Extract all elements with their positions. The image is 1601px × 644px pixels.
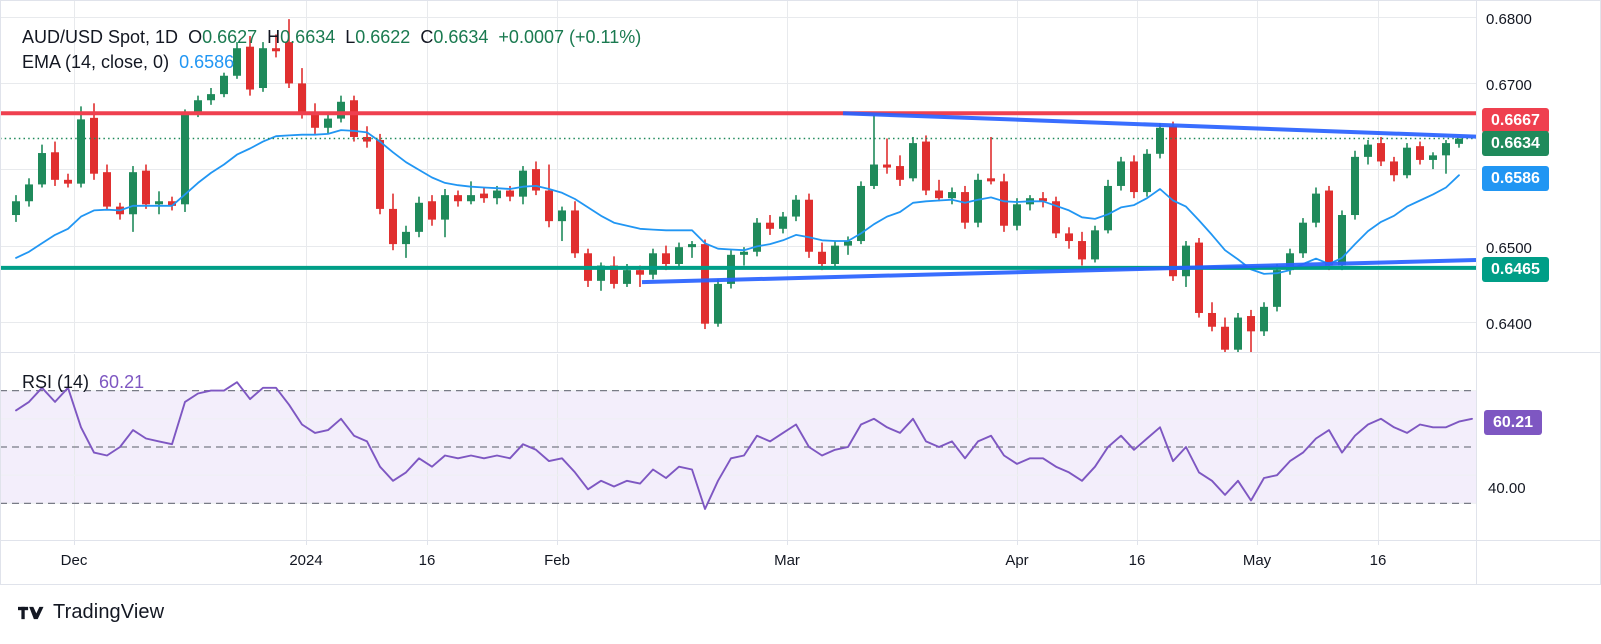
rsi-pane[interactable]: 40.00 60.21 — [0, 354, 1601, 540]
rsi-value-badge[interactable]: 60.21 — [1484, 410, 1543, 435]
rsi-axis-tick: 40.00 — [1488, 480, 1526, 497]
time-axis-label: Mar — [774, 552, 800, 569]
time-axis-label: 2024 — [289, 552, 323, 569]
price-axis-tick: 0.6500 — [1486, 240, 1532, 257]
price-axis[interactable]: 0.68000.67000.66000.65000.64000.66670.66… — [1476, 0, 1601, 352]
time-axis-tick-mark — [427, 540, 428, 545]
rsi-line-svg — [0, 354, 1476, 540]
pane-border — [0, 0, 1, 585]
rsi-axis[interactable]: 40.00 60.21 — [1476, 354, 1601, 540]
chart-top-border — [0, 0, 1601, 1]
time-axis-tick-mark — [787, 540, 788, 545]
time-axis-label: Feb — [544, 552, 570, 569]
rsi-plot-area[interactable] — [0, 354, 1476, 540]
price-axis-tick: 0.6800 — [1486, 11, 1532, 28]
time-axis-label: 16 — [418, 552, 436, 569]
time-axis[interactable]: Dec 2024 16 Feb Mar Apr 16 May 16 — [0, 540, 1601, 585]
time-axis-label: May — [1242, 552, 1272, 569]
time-axis-tick-mark — [557, 540, 558, 545]
price-axis-tick: 0.6700 — [1486, 77, 1532, 94]
price-pane[interactable]: 0.68000.67000.66000.65000.64000.66670.66… — [0, 0, 1601, 352]
price-rsi-separator — [0, 352, 1601, 353]
price-candlestick-svg — [0, 0, 1476, 352]
time-axis-label: 16 — [1128, 552, 1146, 569]
time-axis-tick-mark — [74, 540, 75, 545]
price-axis-tick: 0.6400 — [1486, 316, 1532, 333]
tradingview-logo-icon — [18, 606, 44, 619]
time-axis-tick-mark — [1137, 540, 1138, 545]
time-axis-tick-mark — [1257, 540, 1258, 545]
time-axis-label: 16 — [1369, 552, 1387, 569]
price-plot-area[interactable] — [0, 0, 1476, 352]
time-axis-label: Dec — [60, 552, 88, 569]
resistance-price-badge[interactable]: 0.6667 — [1482, 108, 1549, 133]
time-axis-tick-mark — [1017, 540, 1018, 545]
tradingview-brand[interactable]: TradingView — [18, 601, 164, 624]
chart-footer: TradingView — [0, 585, 1601, 644]
time-axis-tick-mark — [306, 540, 307, 545]
support-price-badge[interactable]: 0.6465 — [1482, 257, 1549, 282]
last-price-badge[interactable]: 0.6634 — [1482, 131, 1549, 156]
rsi-time-separator — [0, 540, 1601, 541]
time-axis-label: Apr — [1005, 552, 1029, 569]
pane-border — [1476, 0, 1477, 585]
tradingview-wordmark: TradingView — [53, 601, 165, 623]
time-axis-bottom-border — [0, 584, 1601, 585]
ema-price-badge[interactable]: 0.6586 — [1482, 166, 1549, 191]
time-axis-tick-mark — [1378, 540, 1379, 545]
